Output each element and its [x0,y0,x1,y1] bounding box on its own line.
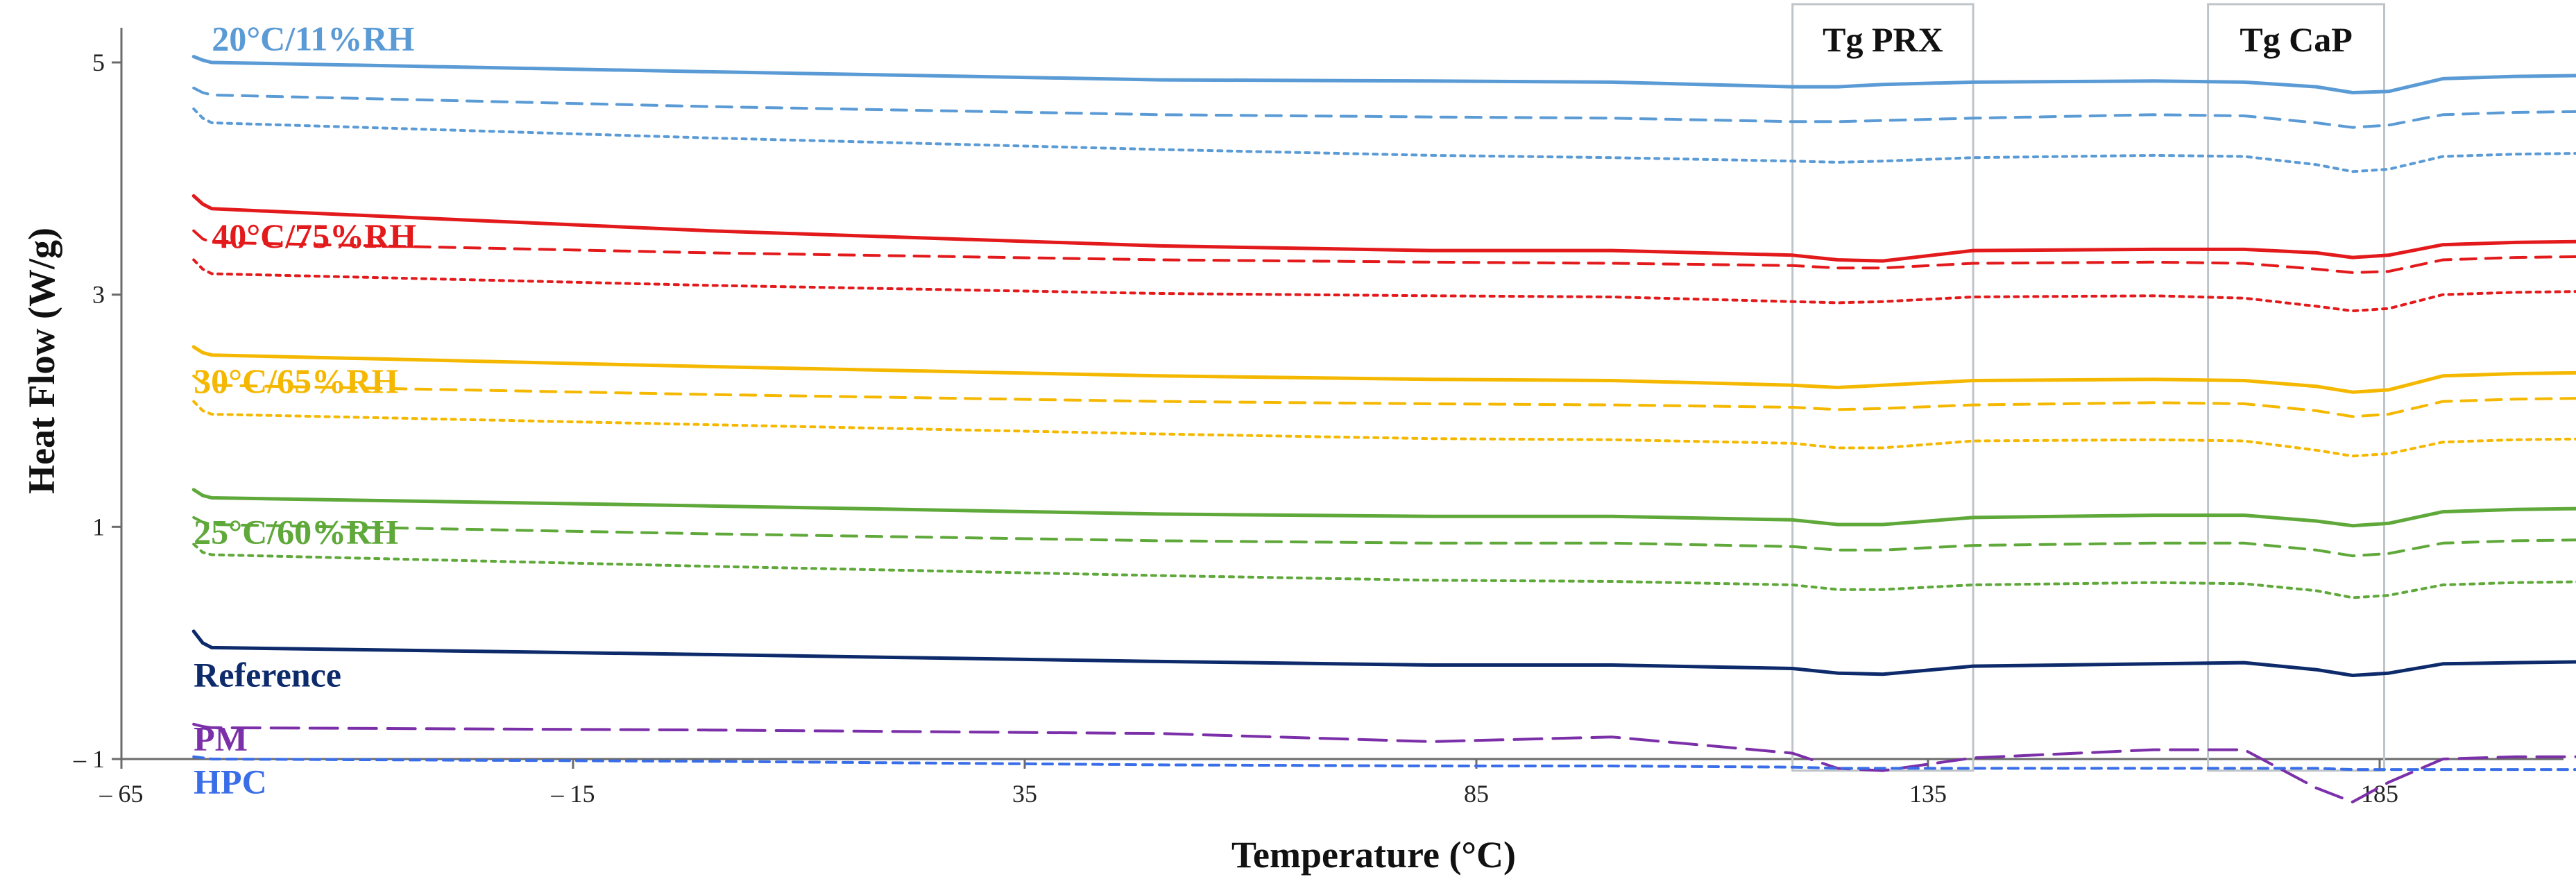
series-line [191,194,2576,263]
annotation-box [2207,3,2386,772]
series-line [192,86,2576,129]
series-label: 30°C/65%RH [194,361,398,400]
series-line [192,400,2576,458]
series-label: PM [194,719,248,758]
series-line [192,107,2576,173]
y-tick-label: 1 [92,513,105,540]
series-label: HPC [194,762,267,801]
y-tick-label: – 1 [73,745,105,773]
series-lines [191,55,2576,803]
x-tick-label: 85 [1464,780,1489,808]
y-tick-label: 5 [92,49,105,76]
x-tick-label: 35 [1012,780,1037,808]
series-line [192,516,2576,558]
x-tick-label: – 15 [551,780,595,808]
series-line [192,722,2576,803]
series-line [192,229,2576,274]
series-line [191,345,2576,394]
series-line [192,755,2576,772]
y-tick-label: 3 [92,281,105,309]
series-line [192,258,2576,313]
series-line [192,374,2576,418]
series-line [192,543,2576,599]
x-axis-title: Temperature (°C) [1231,834,1516,876]
annotation-label: Tg CaP [2240,20,2353,59]
series-label: Reference [194,656,341,695]
series-label: 20°C/11%RH [212,19,414,58]
series-line [191,55,2576,94]
axes [120,28,2564,760]
x-tick-label: – 65 [99,780,144,808]
series-label: 40°C/75%RH [212,216,416,255]
x-tick-label: 135 [1909,780,1947,808]
y-axis-title: Heat Flow (W/g) [21,228,62,494]
series-labels: 20°C/11%RH 40°C/75%RH 30°C/65%RH 25°C/60%RH… [194,19,416,801]
series-line [191,488,2576,528]
annotation-label: Tg PRX [1823,20,1943,59]
annotation-boxes: Tg PRX Tg CaP [1791,3,2386,772]
series-line [191,629,2576,677]
series-label: 25°C/60%RH [194,513,398,552]
